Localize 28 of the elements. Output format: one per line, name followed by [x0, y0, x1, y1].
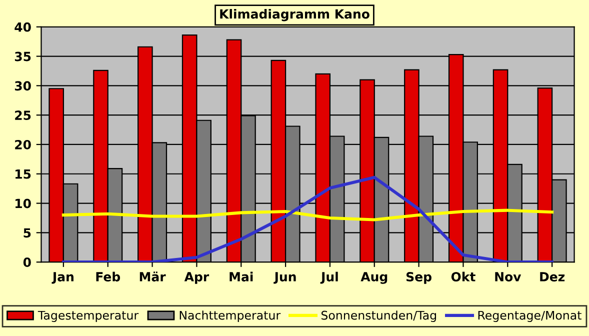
- x-tick-label: Sep: [406, 272, 432, 284]
- legend-label: Tagestemperatur: [38, 310, 139, 322]
- x-tick-label: Apr: [184, 272, 210, 284]
- y-tick-label: 30: [14, 81, 31, 91]
- x-tick-label: Dez: [540, 272, 565, 282]
- x-tick-label: Mai: [230, 272, 253, 282]
- legend-label: Nachttemperatur: [180, 310, 281, 322]
- y-tick-label: 25: [15, 110, 31, 120]
- y-tick-label: 15: [16, 170, 31, 179]
- y-tick-label: 40: [14, 22, 31, 32]
- y-tick-label: 5: [24, 228, 31, 238]
- x-tick-label: Jan: [52, 272, 74, 284]
- chart-title: Klimadiagramm Kano: [220, 9, 370, 22]
- line-series: [62, 176, 554, 262]
- x-tick-label: Mär: [140, 272, 166, 282]
- x-tick-label: Nov: [495, 272, 522, 282]
- x-tick-label: Feb: [96, 272, 120, 282]
- legend-label: Sonnenstunden/Tag: [321, 310, 436, 322]
- x-tick-label: Aug: [360, 272, 388, 284]
- x-tick-label: Okt: [451, 272, 476, 282]
- y-tick-label: 20: [15, 140, 31, 150]
- line-series: [62, 208, 554, 222]
- y-tick-label: 0: [23, 258, 31, 268]
- x-tick-label: Jul: [320, 272, 338, 284]
- y-tick-label: 35: [14, 52, 31, 62]
- y-tick-label: 10: [16, 198, 31, 208]
- x-tick-label: Jun: [274, 272, 296, 284]
- legend-label: Regentage/Monat: [478, 310, 582, 322]
